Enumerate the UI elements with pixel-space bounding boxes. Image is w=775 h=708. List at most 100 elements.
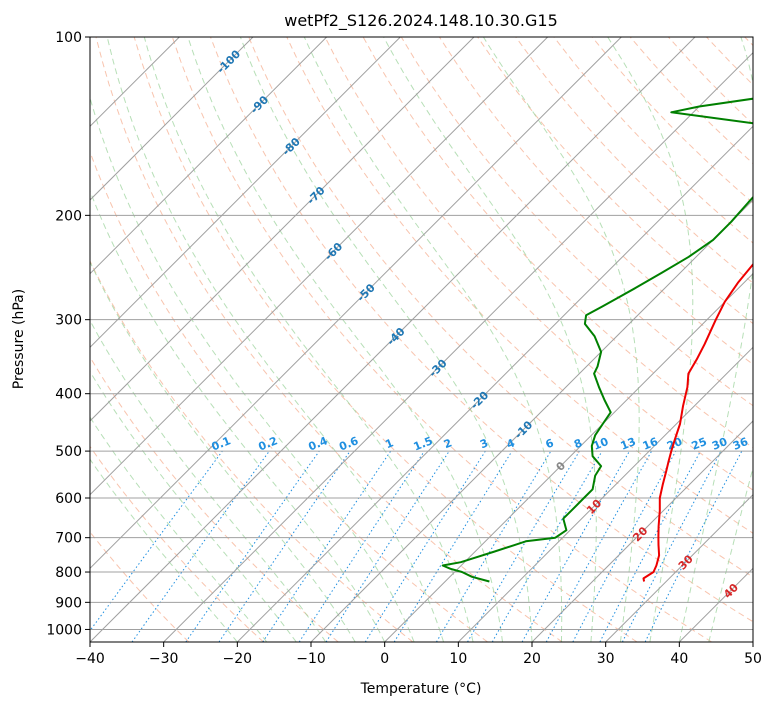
isotherm-line <box>752 641 753 642</box>
isotherm-line <box>90 37 401 349</box>
moist-adiabat <box>708 466 753 642</box>
mixing-ratio-line <box>572 450 677 642</box>
dry-adiabat <box>90 150 488 642</box>
dry-adiabat <box>171 37 712 642</box>
x-tick-label: 0 <box>380 651 389 667</box>
mixing-ratio-line <box>325 450 450 642</box>
moist-adiabat <box>106 37 445 642</box>
y-tick-label: 700 <box>55 531 82 547</box>
x-tick-label: 40 <box>670 651 688 667</box>
x-tick-label: 20 <box>523 651 541 667</box>
mixing-ratio-line <box>262 450 392 642</box>
mixing-ratio-label: 25 <box>690 435 709 453</box>
isotherm-line <box>90 37 622 570</box>
mixing-ratio-line <box>364 450 486 642</box>
dry-adiabat <box>210 37 753 623</box>
x-tick-label: −30 <box>149 651 179 667</box>
isotherm-line <box>236 125 753 642</box>
isotherm-line <box>457 346 753 642</box>
y-tick-label: 200 <box>55 208 82 224</box>
mixing-ratio-line <box>521 450 630 642</box>
isotherm-line <box>90 37 328 275</box>
mixing-ratio-label: 8 <box>572 436 584 451</box>
moist-adiabat <box>90 319 327 642</box>
mixing-ratio-label: 4 <box>505 436 517 451</box>
chart-title: wetPf2_S126.2024.148.10.30.G15 <box>284 11 558 31</box>
x-tick-label: 10 <box>449 651 467 667</box>
y-tick-label: 100 <box>55 30 82 46</box>
moist-adiabat <box>90 260 356 642</box>
isotherm-line <box>678 567 753 642</box>
moist-adiabat <box>383 37 597 642</box>
mixing-ratio-line <box>599 450 701 642</box>
mixing-ratio-label: 3 <box>478 436 490 451</box>
isotherm-line <box>310 199 753 642</box>
moist-adiabat <box>90 416 268 642</box>
mixing-ratio-line <box>644 450 743 642</box>
y-tick-label: 300 <box>55 313 82 329</box>
mixing-ratio-label: 20 <box>665 435 684 453</box>
isotherm-line <box>384 272 753 642</box>
y-tick-label: 400 <box>55 387 82 403</box>
dry-adiabat <box>706 37 753 86</box>
x-tick-label: −40 <box>75 651 105 667</box>
dry-adiabat <box>133 37 638 642</box>
isotherm-line <box>605 493 753 642</box>
moist-adiabat <box>143 37 474 642</box>
mixing-ratio-label: 30 <box>710 435 729 453</box>
dry-adiabat <box>90 356 339 642</box>
mixing-ratio-label: 1 <box>383 436 395 451</box>
y-tick-label: 600 <box>55 491 82 507</box>
x-tick-label: −20 <box>223 651 253 667</box>
x-tick-label: −10 <box>296 651 326 667</box>
moist-adiabat <box>482 37 640 642</box>
y-tick-label: 1000 <box>46 622 82 638</box>
mixing-ratio-line <box>218 450 351 642</box>
mixing-ratio-label: 6 <box>544 436 556 451</box>
dry-adiabat <box>90 259 414 642</box>
y-tick-label: 800 <box>55 565 82 581</box>
dry-adiabat <box>90 445 264 642</box>
dry-adiabat <box>248 37 753 578</box>
moist-adiabat <box>187 37 503 642</box>
mixing-ratio-label: 16 <box>641 435 660 453</box>
dewpoint-profile <box>441 97 753 583</box>
mixing-ratio-line <box>545 450 653 642</box>
dry-adiabat <box>90 531 190 642</box>
mixing-ratio-line <box>467 450 580 642</box>
dry-adiabat <box>515 37 753 284</box>
x-tick-label: 50 <box>744 651 762 667</box>
isotherm-line <box>90 37 475 422</box>
dry-adiabat <box>286 37 753 534</box>
isotherm-label: -100 <box>215 47 244 76</box>
mixing-ratio-line <box>393 450 513 642</box>
mixing-ratio-line <box>185 450 320 642</box>
moist-adiabat <box>678 37 753 642</box>
x-axis-label: Temperature (°C) <box>360 681 482 697</box>
moist-adiabat <box>90 370 297 642</box>
temperature-profile <box>642 262 753 582</box>
isotherm-line <box>90 37 549 496</box>
moist-adiabat <box>239 37 533 642</box>
mixing-ratio-label: 10 <box>591 435 610 453</box>
dry-adiabat <box>668 37 753 125</box>
y-axis-label: Pressure (hPa) <box>11 289 27 389</box>
dry-adiabat <box>744 37 753 47</box>
dry-adiabat <box>95 37 563 642</box>
mixing-ratio-label: 36 <box>731 435 750 453</box>
dry-adiabat <box>591 37 753 204</box>
x-tick-label: 30 <box>597 651 615 667</box>
y-tick-label: 500 <box>55 444 82 460</box>
moist-adiabat <box>303 37 563 642</box>
isotherm-label: 10 <box>584 497 604 517</box>
moist-adiabat <box>90 458 238 642</box>
moist-adiabat <box>607 37 694 642</box>
mixing-ratio-label: 2 <box>442 436 454 451</box>
isotherm-line <box>531 420 753 642</box>
mixing-ratio-line <box>298 450 425 642</box>
isotherm-line <box>90 37 696 642</box>
mixing-ratio-line <box>131 450 270 642</box>
isotherm-line <box>90 37 254 201</box>
dry-adiabat <box>553 37 753 244</box>
